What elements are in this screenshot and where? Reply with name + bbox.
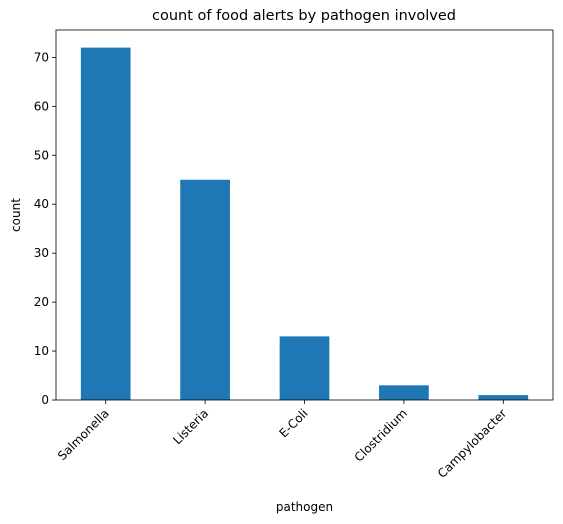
- x-tick-label: Listeria: [170, 406, 211, 447]
- y-tick-label: 70: [34, 50, 49, 64]
- bar-listeria: [180, 179, 230, 400]
- x-axis: Salmonella Listeria E-Coli Clostridium Campy…: [55, 400, 509, 481]
- y-tick-label: 10: [34, 344, 49, 358]
- x-tick-label: Campylobacter: [435, 406, 510, 481]
- x-tick-label: E-Coli: [276, 406, 310, 440]
- chart-title: count of food alerts by pathogen involve…: [152, 8, 456, 24]
- y-axis-label: count: [9, 198, 23, 232]
- y-tick-label: 0: [41, 393, 49, 407]
- plot-area-frame: [55, 29, 554, 401]
- x-axis-label: pathogen: [276, 500, 333, 514]
- y-tick-label: 30: [34, 246, 49, 260]
- y-tick-label: 50: [34, 148, 49, 162]
- bar-clostridium: [379, 385, 429, 400]
- y-tick-label: 60: [34, 99, 49, 113]
- bars-group: [80, 47, 529, 400]
- y-axis: 0 10 20 30 40 50 60 70: [34, 50, 56, 407]
- bar-campylobacter: [478, 395, 529, 400]
- y-tick-label: 40: [34, 197, 49, 211]
- x-tick-label: Clostridium: [352, 406, 410, 464]
- y-tick-label: 20: [34, 295, 49, 309]
- x-tick-label: Salmonella: [55, 406, 112, 463]
- bar-e-coli: [279, 336, 330, 400]
- bar-salmonella: [80, 47, 131, 400]
